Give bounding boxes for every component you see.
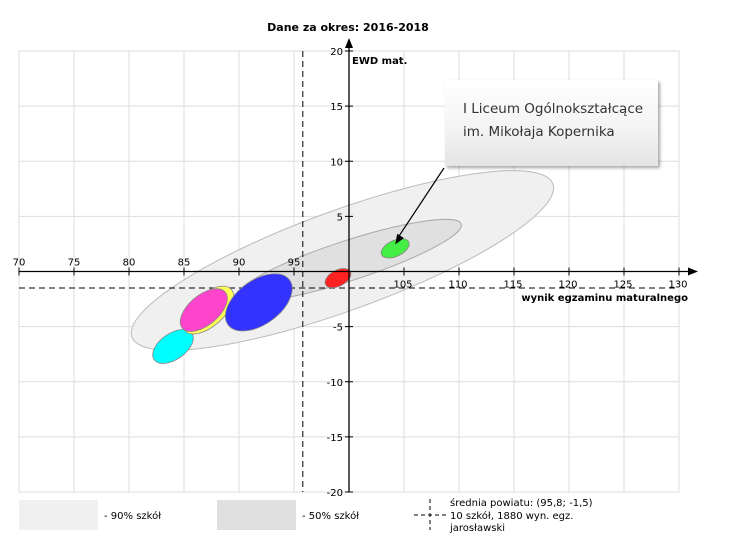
y-tick-label: 10 bbox=[330, 157, 343, 168]
y-tick-label: 5 bbox=[337, 212, 343, 223]
x-tick-label: 130 bbox=[668, 280, 687, 291]
x-tick-label: 120 bbox=[558, 280, 577, 291]
y-tick-label: 15 bbox=[330, 102, 343, 113]
annotation-arrowhead bbox=[395, 233, 404, 245]
x-tick-label: 115 bbox=[503, 280, 522, 291]
y-tick-label: -10 bbox=[327, 378, 343, 389]
legend-mean-crosshair bbox=[414, 499, 446, 530]
x-tick-label: 75 bbox=[68, 258, 81, 269]
y-axis-arrowhead bbox=[345, 38, 353, 48]
x-tick-label: 85 bbox=[178, 258, 191, 269]
school-point-4 bbox=[225, 273, 293, 332]
x-tick-label: 105 bbox=[393, 280, 412, 291]
chart-title: Dane za okres: 2016-2018 bbox=[267, 21, 429, 34]
annotation-line-2: im. Mikołaja Kopernika bbox=[463, 124, 615, 140]
y-tick-label: 20 bbox=[330, 47, 343, 58]
legend-mean-label: średnia powiatu: (95,8; -1,5) bbox=[450, 497, 593, 509]
x-tick-label: 80 bbox=[123, 258, 136, 269]
legend-area-label: jarosławski bbox=[449, 523, 505, 534]
x-tick-label: 70 bbox=[13, 258, 26, 269]
legend-label-90: - 90% szkół bbox=[104, 510, 161, 522]
x-axis-arrowhead bbox=[688, 267, 698, 276]
y-tick-label: -20 bbox=[327, 488, 343, 499]
legend-count-label: 10 szkół, 1880 wyn. egz. bbox=[450, 510, 573, 522]
x-tick-label: 90 bbox=[233, 258, 246, 269]
school-point-6 bbox=[380, 238, 410, 259]
legend-swatch-50 bbox=[217, 500, 296, 530]
school-annotation: I Liceum Ogólnokształcące im. Mikołaja K… bbox=[445, 80, 658, 166]
annotation-line-1: I Liceum Ogólnokształcące bbox=[463, 101, 644, 117]
x-tick-label: 95 bbox=[288, 258, 301, 269]
x-axis-label: wynik egzaminu maturalnego bbox=[521, 293, 688, 304]
legend-swatch-90 bbox=[19, 500, 98, 530]
y-tick-label: -5 bbox=[333, 323, 343, 334]
annotation-arrow-line bbox=[397, 167, 445, 238]
x-tick-label: 110 bbox=[448, 280, 467, 291]
x-tick-label: 125 bbox=[613, 280, 632, 291]
legend-label-50: - 50% szkół bbox=[302, 510, 359, 522]
school-point-3 bbox=[179, 288, 228, 332]
y-axis-label: EWD mat. bbox=[352, 56, 407, 67]
y-tick-label: -15 bbox=[327, 433, 343, 444]
